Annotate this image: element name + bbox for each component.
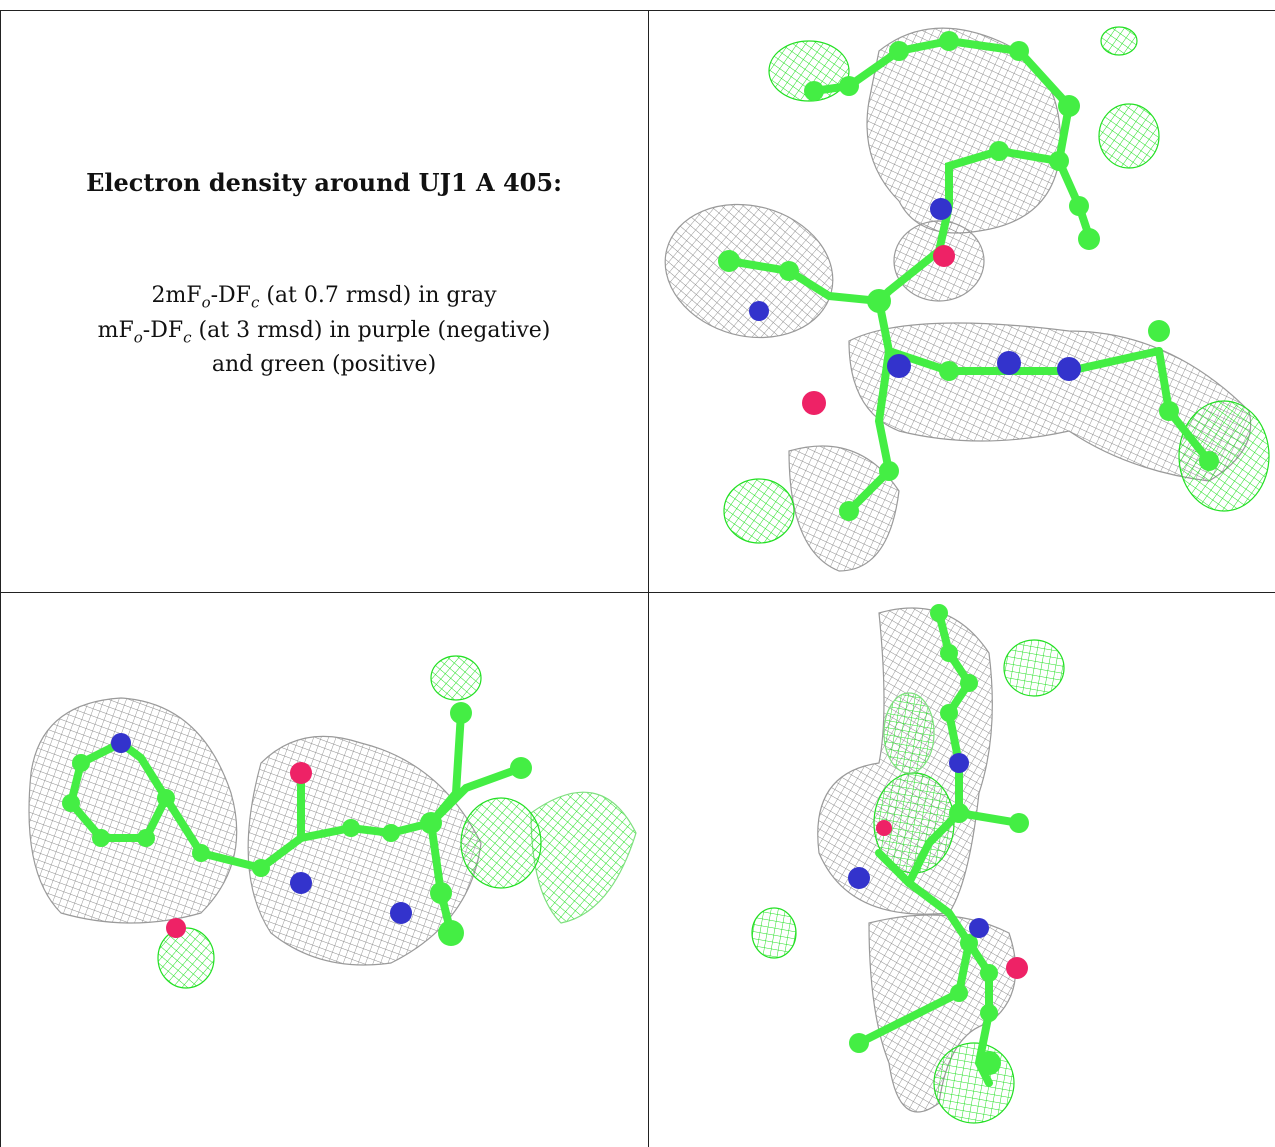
- caption-line-2mfo-suffix: (at 0.7 rmsd) in gray: [259, 283, 497, 308]
- table-border-middle: [0, 592, 1275, 593]
- caption-title: Electron density around UJ1 A 405:: [86, 168, 562, 197]
- table-border-center: [648, 10, 649, 1147]
- caption-line-2mfo: 2mFo-DFc (at 0.7 rmsd) in gray: [0, 283, 648, 311]
- caption-line-mfo-mid: -DF: [142, 318, 184, 343]
- caption-line-mfo-suffix: (at 3 rmsd) in purple (negative): [191, 318, 551, 343]
- caption-line-mfo-prefix: mF: [97, 318, 134, 343]
- caption-line-mfo-sub-o: o: [133, 328, 143, 347]
- caption-line-2mfo-sub-o: o: [201, 293, 211, 312]
- table-border-left: [0, 10, 1, 1147]
- molecule-density-view-1-icon: [664, 26, 1270, 572]
- view-bottom-left: [1, 593, 648, 1147]
- view-top-right: [649, 11, 1275, 592]
- molecule-density-view-2-icon: [28, 655, 637, 989]
- caption-line-positive: and green (positive): [211, 352, 437, 377]
- table-border-top: [0, 10, 1275, 11]
- caption-line-mfo: mFo-DFc (at 3 rmsd) in purple (negative): [0, 318, 648, 346]
- molecule-density-view-3-icon: [751, 604, 1065, 1124]
- caption-line-2mfo-sub-c: c: [250, 293, 260, 312]
- caption-cell: Electron density around UJ1 A 405: 2mFo-…: [0, 0, 648, 592]
- caption-line-2mfo-mid: -DF: [210, 283, 251, 308]
- caption-line-mfo-sub-c: c: [183, 328, 192, 347]
- caption-line-2mfo-prefix: 2mF: [151, 283, 202, 308]
- view-bottom-right: [649, 593, 1275, 1147]
